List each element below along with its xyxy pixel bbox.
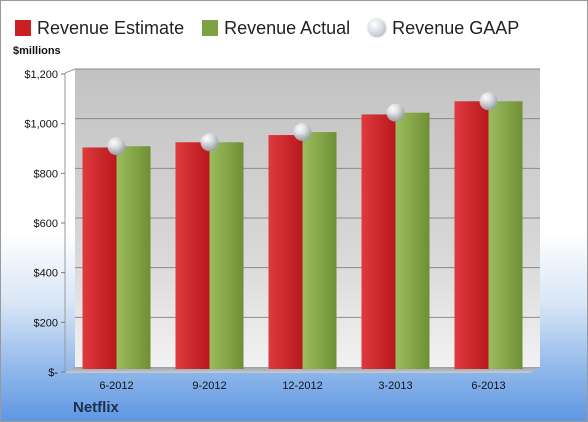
- plot-depth-edge: [64, 68, 76, 74]
- y-tick-label: $600: [34, 218, 58, 230]
- legend-item-estimate: Revenue Estimate: [15, 18, 184, 39]
- bar-revenue-estimate: [82, 147, 117, 369]
- bar-revenue-actual: [488, 101, 523, 370]
- bar-revenue-estimate: [454, 101, 489, 370]
- x-tick-label: 3-2013: [378, 380, 412, 392]
- legend-marker-gaap: [368, 19, 387, 37]
- marker-revenue-gaap: [386, 103, 405, 122]
- y-tick-label: $1,000: [24, 119, 58, 131]
- legend-label-estimate: Revenue Estimate: [37, 17, 185, 38]
- bar-revenue-actual: [116, 146, 151, 369]
- y-tick-label: $400: [34, 268, 58, 280]
- legend-label-gaap: Revenue GAAP: [392, 17, 520, 38]
- legend-item-actual: Revenue Actual: [202, 18, 350, 39]
- bar-revenue-actual: [395, 112, 430, 369]
- bar-revenue-estimate: [175, 142, 210, 369]
- legend-swatch-actual: [202, 20, 219, 36]
- y-axis-label: $millions: [13, 45, 61, 57]
- marker-revenue-gaap: [293, 123, 312, 142]
- x-tick-label: 9-2012: [192, 380, 226, 392]
- marker-revenue-gaap: [479, 92, 498, 111]
- legend-label-actual: Revenue Actual: [224, 17, 351, 38]
- bar-revenue-actual: [209, 142, 244, 369]
- x-tick-label: 6-2012: [99, 380, 133, 392]
- legend: Revenue Estimate Revenue Actual Revenue …: [15, 15, 537, 41]
- bar-revenue-actual: [302, 132, 337, 369]
- legend-item-gaap: Revenue GAAP: [368, 18, 519, 39]
- y-tick-label: $1,200: [24, 69, 58, 81]
- bar-revenue-estimate: [268, 135, 303, 369]
- y-tick-label: $-: [48, 367, 58, 379]
- y-tick-label: $200: [34, 317, 58, 329]
- bar-revenue-estimate: [361, 114, 396, 369]
- x-tick-label: 12-2012: [282, 380, 322, 392]
- company-name: Netflix: [73, 399, 119, 416]
- x-tick-label: 6-2013: [471, 380, 505, 392]
- marker-revenue-gaap: [107, 137, 126, 156]
- y-tick-label: $800: [34, 168, 58, 180]
- marker-revenue-gaap: [200, 133, 219, 152]
- legend-swatch-estimate: [15, 20, 31, 36]
